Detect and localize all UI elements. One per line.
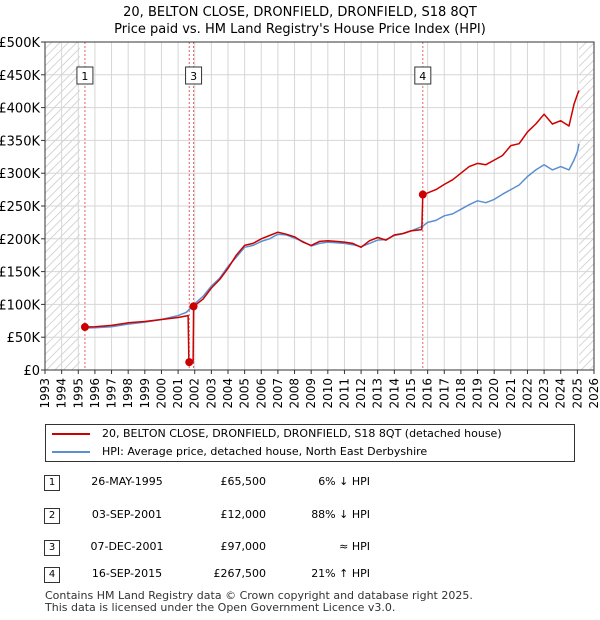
transaction-date: 16-SEP-2015 [91, 567, 163, 580]
footer-licence: This data is licensed under the Open Gov… [45, 601, 396, 614]
x-tick-label: 2003 [204, 378, 218, 409]
x-tick-label: 2014 [387, 378, 401, 409]
x-tick-label: 1999 [138, 378, 152, 409]
x-tick-label: 2022 [520, 378, 534, 409]
x-tick-label: 2023 [537, 378, 551, 409]
x-tick-label: 2005 [238, 378, 252, 409]
footer-copyright: Contains HM Land Registry data © Crown c… [45, 589, 473, 602]
x-tick-label: 2021 [504, 378, 518, 409]
x-tick-label: 2000 [154, 378, 168, 409]
transaction-price: £12,000 [220, 508, 267, 521]
transaction-price: £65,500 [220, 475, 267, 488]
x-tick-label: 2001 [171, 378, 185, 409]
x-tick-label: 1995 [71, 378, 85, 409]
sale-point [80, 323, 89, 332]
x-tick-label: 2017 [437, 378, 451, 409]
x-tick-label: 1996 [88, 378, 102, 409]
sale-marker-box [76, 66, 94, 85]
transaction-date: 07-DEC-2001 [90, 540, 164, 553]
x-tick-label: 2024 [554, 378, 568, 409]
transaction-date: 03-SEP-2001 [91, 508, 163, 521]
x-tick-label: 2019 [471, 378, 485, 409]
y-tick-label: £450K [0, 69, 40, 84]
x-tick-label: 2016 [421, 378, 435, 409]
transaction-hpi-compare: ≈ HPI [339, 540, 370, 553]
footer: Contains HM Land Registry data © Crown c… [45, 590, 473, 614]
sale-point [418, 190, 427, 199]
y-tick-label: £200K [0, 233, 40, 248]
sale-point [185, 358, 194, 367]
transaction-price: £267,500 [213, 567, 267, 580]
y-tick-label: £400K [0, 102, 40, 117]
transaction-price: £97,000 [220, 540, 267, 553]
x-tick-label: 1997 [105, 378, 119, 409]
y-tick-label: £350K [0, 134, 40, 149]
x-tick-label: 2007 [271, 378, 285, 409]
transaction-hpi-compare: 88% ↓ HPI [311, 508, 370, 521]
y-tick-label: £150K [0, 266, 40, 281]
x-tick-label: 2010 [321, 378, 335, 409]
sale-marker-label: 4 [419, 70, 426, 83]
y-tick-label: £250K [0, 200, 40, 215]
legend-label-property: 20, BELTON CLOSE, DRONFIELD, DRONFIELD, … [102, 427, 502, 440]
chart-title: 20, BELTON CLOSE, DRONFIELD, DRONFIELD, … [123, 5, 477, 20]
transaction-number-badge: 3 [44, 540, 60, 556]
x-tick-label: 2025 [570, 378, 584, 409]
legend: 20, BELTON CLOSE, DRONFIELD, DRONFIELD, … [45, 424, 575, 462]
legend-swatch-property [52, 433, 90, 435]
sale-marker-label: 1 [81, 70, 88, 83]
chart-subtitle: Price paid vs. HM Land Registry's House … [114, 22, 486, 37]
sale-marker-label: 3 [190, 70, 197, 83]
transaction-number-badge: 2 [44, 508, 60, 524]
sale-marker-box [414, 66, 432, 85]
x-tick-label: 2015 [404, 378, 418, 409]
sale-marker-box [185, 66, 203, 85]
x-tick-label: 2006 [254, 378, 268, 409]
x-tick-label: 1998 [121, 378, 135, 409]
y-tick-label: £500K [0, 36, 40, 51]
transaction-number-badge: 4 [44, 567, 60, 583]
legend-label-hpi: HPI: Average price, detached house, Nort… [102, 445, 428, 458]
x-tick-label: 1994 [55, 378, 69, 409]
price-chart: 1993 1994 1995 1996 1997 1998 1999 2000 2001 2002… [0, 36, 600, 409]
y-tick-label: £50K [7, 331, 41, 346]
transaction-hpi-compare: 6% ↓ HPI [318, 475, 370, 488]
x-tick-label: 2012 [354, 378, 368, 409]
sale-point [189, 302, 198, 311]
x-tick-label: 2018 [454, 378, 468, 409]
x-tick-label: 2026 [587, 378, 600, 409]
x-tick-label: 2002 [188, 378, 202, 409]
y-tick-label: £300K [0, 167, 40, 182]
x-tick-label: 2011 [337, 378, 351, 409]
x-tick-label: 2020 [487, 378, 501, 409]
transaction-hpi-compare: 21% ↑ HPI [311, 567, 370, 580]
transaction-number-badge: 1 [44, 475, 60, 491]
property-price-line [84, 90, 580, 363]
hpi-line [84, 143, 580, 329]
plot-frame [44, 41, 595, 371]
y-tick-label: £0 [23, 364, 40, 379]
x-tick-label: 2009 [304, 378, 318, 409]
x-tick-label: 2008 [288, 378, 302, 409]
x-tick-label: 2013 [371, 378, 385, 409]
x-tick-label: 1993 [38, 378, 52, 409]
transaction-date: 26-MAY-1995 [91, 475, 163, 488]
x-tick-label: 2004 [221, 378, 235, 409]
y-tick-label: £100K [0, 298, 40, 313]
legend-swatch-hpi [52, 451, 90, 453]
